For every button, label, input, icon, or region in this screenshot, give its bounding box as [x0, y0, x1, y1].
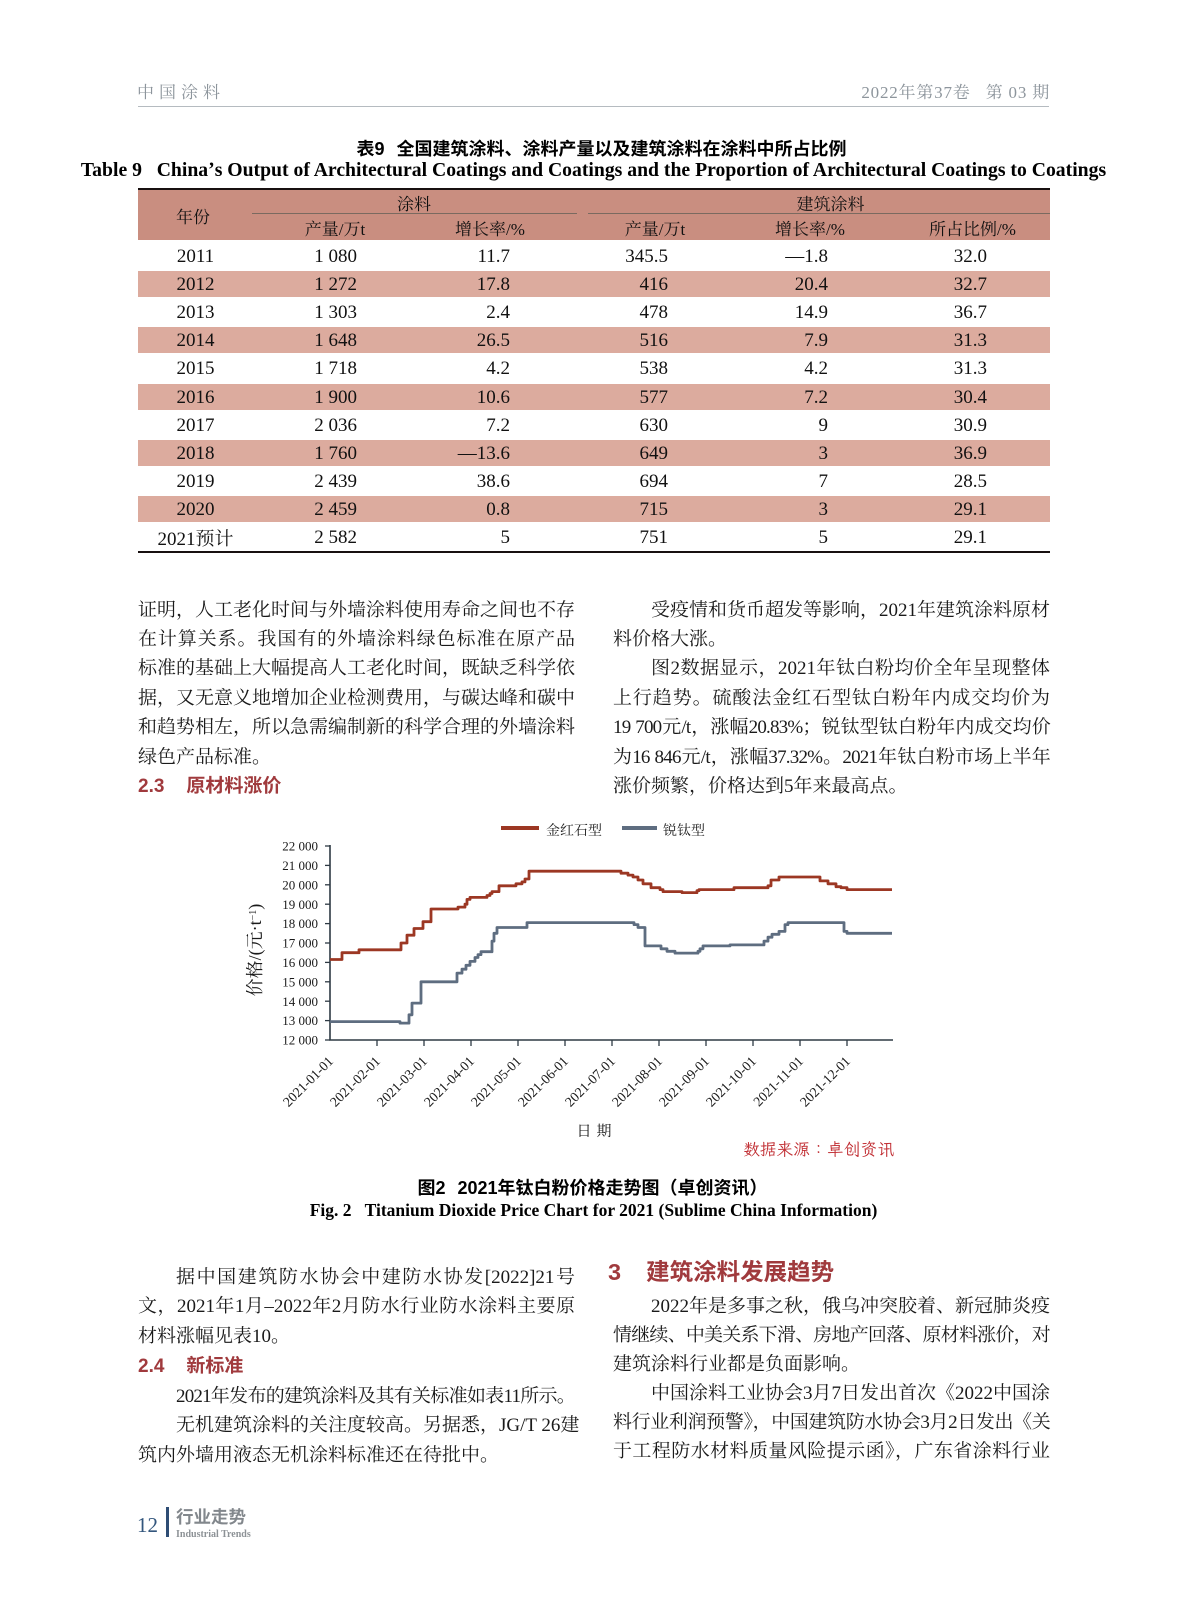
svg-text:2021-05-01: 2021-05-01	[468, 1053, 524, 1109]
svg-text:13 000: 13 000	[282, 1013, 318, 1028]
svg-text:2021-12-01: 2021-12-01	[797, 1053, 853, 1109]
svg-text:18 000: 18 000	[282, 916, 318, 931]
svg-text:2021-02-01: 2021-02-01	[327, 1053, 383, 1109]
svg-text:12 000: 12 000	[282, 1033, 318, 1048]
svg-text:2021-08-01: 2021-08-01	[609, 1053, 665, 1109]
svg-text:金红石型: 金红石型	[546, 823, 602, 839]
svg-text:价格/(元·t−1): 价格/(元·t−1)	[245, 904, 266, 997]
svg-text:2021-04-01: 2021-04-01	[421, 1053, 477, 1109]
svg-text:16 000: 16 000	[282, 955, 318, 970]
svg-text:2021-01-01: 2021-01-01	[280, 1053, 336, 1109]
svg-text:22 000: 22 000	[282, 839, 318, 854]
svg-text:2021-07-01: 2021-07-01	[562, 1053, 618, 1109]
svg-text:19 000: 19 000	[282, 897, 318, 912]
svg-text:20 000: 20 000	[282, 877, 318, 892]
svg-text:14 000: 14 000	[282, 994, 318, 1009]
svg-text:2021-06-01: 2021-06-01	[515, 1053, 571, 1109]
svg-text:2021-09-01: 2021-09-01	[656, 1053, 712, 1109]
svg-text:锐钛型: 锐钛型	[663, 823, 705, 839]
svg-text:15 000: 15 000	[282, 974, 318, 989]
svg-text:2021-10-01: 2021-10-01	[703, 1053, 759, 1109]
svg-text:2021-03-01: 2021-03-01	[374, 1053, 430, 1109]
svg-text:21 000: 21 000	[282, 858, 318, 873]
svg-text:17 000: 17 000	[282, 936, 318, 951]
